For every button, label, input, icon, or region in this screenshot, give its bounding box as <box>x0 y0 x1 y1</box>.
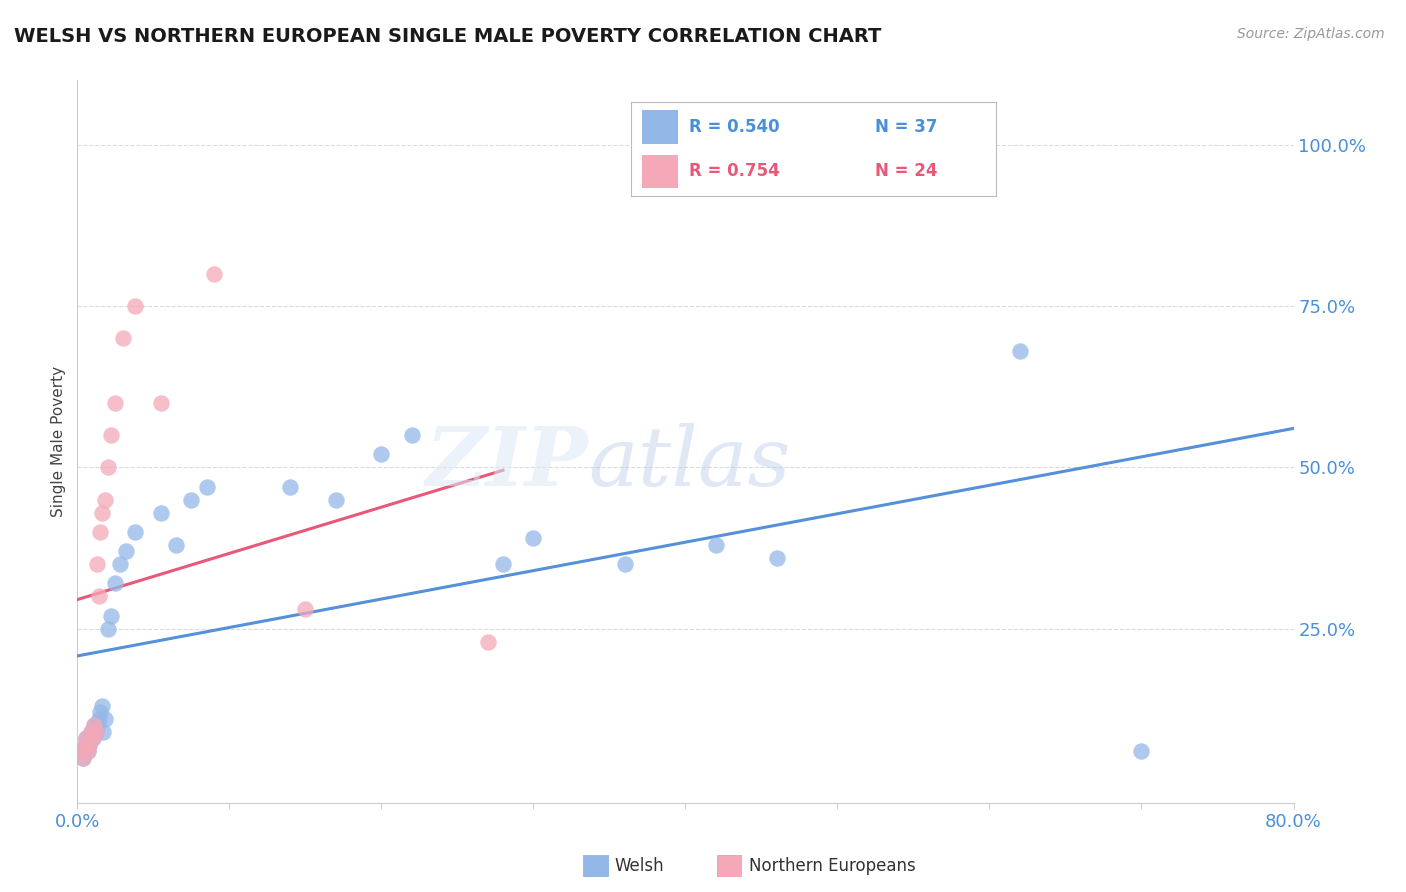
Point <box>90 506 112 520</box>
Point <box>84 724 107 739</box>
Point <box>97 460 120 475</box>
Point <box>100 428 122 442</box>
Point <box>79 738 101 752</box>
Point <box>77 744 100 758</box>
Point <box>86 557 108 571</box>
Point <box>765 550 787 565</box>
Point <box>522 531 544 545</box>
Point <box>72 750 94 764</box>
Point <box>195 480 218 494</box>
Point <box>294 602 316 616</box>
Point <box>108 557 131 571</box>
Point <box>83 718 105 732</box>
Point <box>84 724 107 739</box>
Point <box>202 267 225 281</box>
Text: Source: ZipAtlas.com: Source: ZipAtlas.com <box>1237 27 1385 41</box>
Point <box>91 724 114 739</box>
Point <box>1008 344 1031 359</box>
Point <box>72 750 94 764</box>
Point <box>115 544 138 558</box>
Point <box>87 590 110 604</box>
Point <box>93 712 115 726</box>
Point <box>77 744 100 758</box>
Point <box>75 731 97 746</box>
Point <box>80 724 103 739</box>
Point <box>70 744 93 758</box>
Point <box>149 506 172 520</box>
Point <box>83 718 105 732</box>
Point <box>82 731 104 746</box>
Point <box>100 608 122 623</box>
Point <box>79 738 101 752</box>
Point <box>90 699 112 714</box>
Point <box>97 622 120 636</box>
Point <box>80 724 103 739</box>
Text: Northern Europeans: Northern Europeans <box>749 857 917 875</box>
Point <box>1130 744 1153 758</box>
Point <box>613 557 636 571</box>
Point <box>70 744 93 758</box>
Text: WELSH VS NORTHERN EUROPEAN SINGLE MALE POVERTY CORRELATION CHART: WELSH VS NORTHERN EUROPEAN SINGLE MALE P… <box>14 27 882 45</box>
Point <box>89 706 111 720</box>
Text: ZIP: ZIP <box>426 423 588 503</box>
Point <box>75 731 97 746</box>
Point <box>149 396 172 410</box>
Point <box>325 492 347 507</box>
Point <box>104 576 127 591</box>
Point <box>401 428 423 442</box>
Point <box>86 718 108 732</box>
Point <box>124 299 146 313</box>
Text: atlas: atlas <box>588 423 790 503</box>
Point <box>124 524 146 539</box>
Point <box>93 492 115 507</box>
Point <box>477 634 499 648</box>
Point <box>180 492 202 507</box>
Point <box>370 447 392 461</box>
Point <box>73 738 96 752</box>
Point <box>492 557 515 571</box>
Point <box>82 731 104 746</box>
Point <box>278 480 301 494</box>
Point <box>111 331 134 345</box>
Point <box>73 738 96 752</box>
Point <box>104 396 127 410</box>
Point <box>89 524 111 539</box>
Y-axis label: Single Male Poverty: Single Male Poverty <box>51 366 66 517</box>
Point <box>704 538 727 552</box>
Point <box>87 712 110 726</box>
Text: Welsh: Welsh <box>614 857 664 875</box>
Point <box>165 538 187 552</box>
